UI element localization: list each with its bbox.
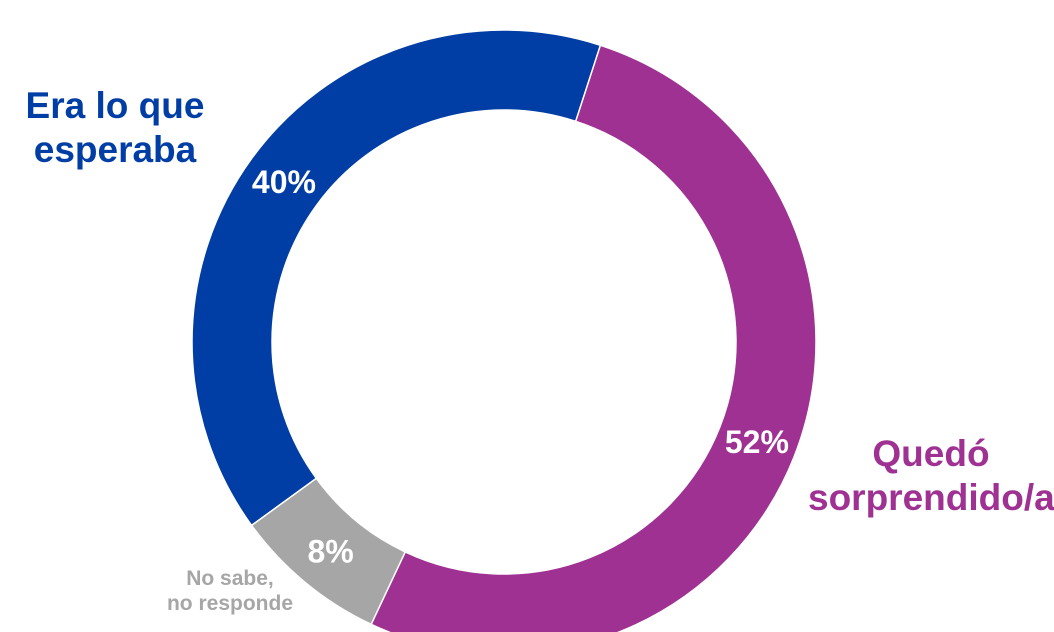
category-label-line: Quedó [872, 433, 990, 474]
category-label-line: No sabe, [186, 567, 274, 590]
value-label-era-lo-que-esperaba: 40% [252, 164, 316, 200]
category-label-line: esperaba [33, 129, 197, 171]
category-label-line: sorprendido/a [808, 477, 1054, 519]
category-label-quedo-sorprendido: Quedó sorprendido/a [808, 432, 1054, 521]
category-label-era-lo-que-esperaba: Era lo que esperaba [0, 84, 230, 173]
donut-slice-quedo-sorprendido-a [370, 44, 817, 632]
value-label-no-sabe-no-responde: 8% [307, 534, 353, 570]
donut-slice-era-lo-que-esperaba [191, 29, 602, 527]
category-label-no-sabe-no-responde: No sabe, no responde [130, 566, 330, 616]
value-label-quedo-sorprendido-a: 52% [725, 424, 789, 460]
donut-slice-no-sabe-no-responde [250, 477, 407, 626]
category-label-line: Era lo que [25, 85, 205, 126]
category-label-line: no responde [166, 592, 293, 616]
